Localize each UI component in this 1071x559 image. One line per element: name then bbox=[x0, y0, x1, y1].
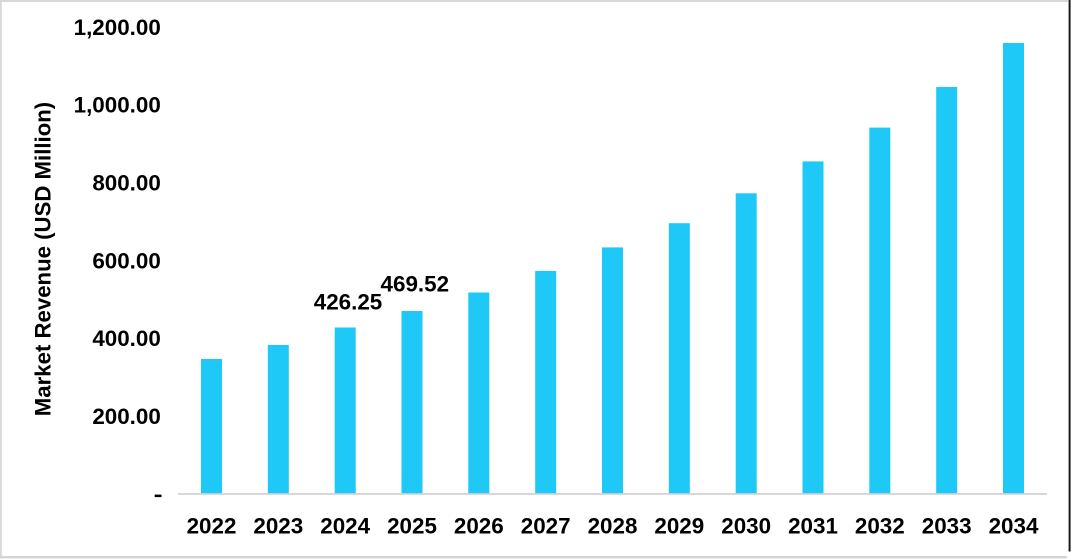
svg-text:2024: 2024 bbox=[320, 513, 370, 538]
svg-text:200.00: 200.00 bbox=[92, 404, 160, 429]
svg-text:426.25: 426.25 bbox=[314, 289, 382, 314]
svg-text:2028: 2028 bbox=[588, 513, 638, 538]
svg-text:2032: 2032 bbox=[855, 513, 905, 538]
svg-text:2031: 2031 bbox=[788, 513, 838, 538]
svg-text:2034: 2034 bbox=[989, 513, 1039, 538]
svg-text:2025: 2025 bbox=[387, 513, 437, 538]
svg-text:400.00: 400.00 bbox=[92, 326, 160, 351]
svg-text:Market Revenue (USD Million): Market Revenue (USD Million) bbox=[31, 102, 56, 416]
svg-text:2029: 2029 bbox=[654, 513, 704, 538]
svg-text:1,000.00: 1,000.00 bbox=[74, 93, 161, 118]
svg-text:1,200.00: 1,200.00 bbox=[74, 15, 161, 40]
svg-text:2030: 2030 bbox=[721, 513, 771, 538]
svg-text:2023: 2023 bbox=[253, 513, 303, 538]
svg-text:800.00: 800.00 bbox=[92, 171, 160, 196]
svg-text:2026: 2026 bbox=[454, 513, 504, 538]
svg-text:2033: 2033 bbox=[922, 513, 972, 538]
svg-text:2022: 2022 bbox=[187, 513, 237, 538]
svg-text:600.00: 600.00 bbox=[92, 248, 160, 273]
svg-text:2027: 2027 bbox=[521, 513, 571, 538]
svg-text:469.52: 469.52 bbox=[381, 272, 449, 297]
